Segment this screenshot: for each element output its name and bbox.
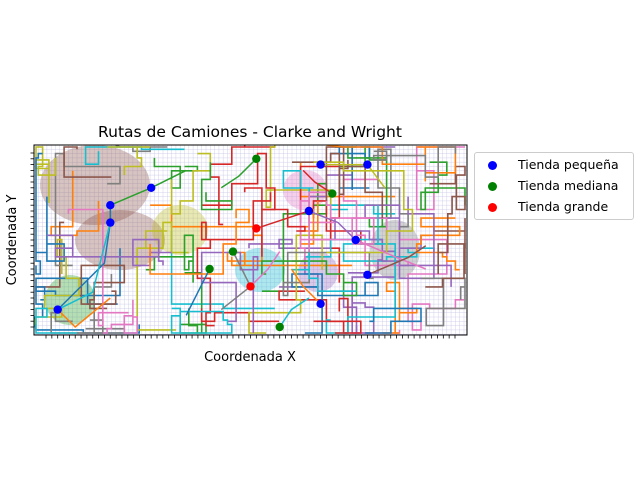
maze-route-path — [200, 162, 233, 211]
maze-route-path — [145, 221, 189, 254]
maze-route-path — [425, 243, 465, 288]
maze-route-path — [107, 146, 151, 176]
legend-item-medium[interactable]: Tienda mediana — [475, 176, 633, 196]
maze-route-path — [67, 208, 129, 327]
truck-route — [367, 245, 427, 276]
truck-route — [279, 297, 310, 328]
maze-route-path — [292, 200, 310, 262]
maze-route-path — [300, 217, 388, 241]
store-small-point[interactable] — [316, 160, 325, 169]
maze-route-path — [170, 152, 212, 215]
cluster-region — [75, 210, 165, 270]
truck-route — [185, 268, 211, 316]
cluster-region — [40, 145, 150, 225]
maze-route-path — [243, 187, 306, 232]
maze-route-path — [364, 204, 452, 287]
store-small-point[interactable] — [304, 206, 314, 216]
maze-route-path — [46, 234, 164, 266]
store-small-point[interactable] — [53, 305, 62, 314]
store-medium-point[interactable] — [275, 322, 284, 332]
maze-route-path — [231, 256, 353, 267]
maze-route-path — [313, 320, 362, 334]
cluster-region — [152, 205, 208, 255]
maze-route-path — [170, 231, 275, 310]
maze-route-path — [77, 319, 104, 334]
store-small-point[interactable] — [316, 299, 325, 308]
maze-route-path — [102, 299, 138, 334]
tick-layer — [30, 152, 456, 339]
store-small-point[interactable] — [106, 218, 115, 227]
truck-route — [220, 158, 257, 189]
x-axis-label: Coordenada X — [204, 350, 296, 365]
maze-route-path — [35, 146, 57, 203]
maze-route-path — [325, 146, 349, 201]
maze-route-path — [342, 178, 409, 267]
truck-route — [57, 205, 112, 311]
maze-layer — [34, 145, 466, 334]
legend-marker-large — [488, 203, 497, 212]
store-small-point[interactable] — [363, 270, 372, 279]
truck-route — [290, 268, 322, 305]
legend-label-large: Tienda grande — [518, 199, 609, 214]
maze-route-path — [35, 152, 43, 275]
store-large-point[interactable] — [252, 224, 261, 233]
store-small-point[interactable] — [351, 235, 360, 245]
maze-route-path — [34, 307, 79, 334]
legend-marker-medium — [488, 182, 497, 191]
maze-route-path — [145, 234, 194, 283]
truck-route — [57, 222, 112, 311]
maze-route-path — [313, 161, 414, 254]
chart-title: Rutas de Camiones - Clarke and Wright — [98, 123, 402, 141]
truck-route — [302, 169, 333, 195]
maze-route-path — [132, 238, 172, 267]
maze-route-path — [170, 307, 233, 334]
maze-route-path — [291, 273, 379, 334]
truck-route — [308, 210, 357, 241]
store-medium-point[interactable] — [205, 264, 214, 274]
maze-route-path — [149, 208, 250, 275]
store-small-point[interactable] — [147, 183, 156, 192]
store-medium-point[interactable] — [252, 154, 261, 163]
maze-route-path — [415, 217, 461, 271]
maze-route-path — [282, 251, 374, 297]
legend-label-medium: Tienda mediana — [518, 178, 619, 193]
maze-route-path — [34, 238, 80, 326]
point-layer — [53, 154, 372, 332]
truck-route — [355, 239, 427, 270]
maze-route-path — [50, 170, 100, 237]
legend-item-large[interactable]: Tienda grande — [475, 197, 633, 217]
legend-label-small: Tienda pequeña — [518, 157, 619, 172]
store-large-point[interactable] — [246, 282, 255, 291]
legend-item-small[interactable]: Tienda pequeña — [475, 155, 633, 175]
truck-route — [57, 297, 111, 329]
maze-route-path — [372, 146, 457, 178]
truck-route — [249, 251, 281, 287]
maze-route-path — [312, 200, 378, 245]
plot-area — [34, 145, 467, 335]
truck-route — [256, 210, 310, 230]
maze-route-path — [80, 264, 126, 310]
maze-route-path — [365, 307, 422, 334]
maze-route-path — [36, 196, 65, 262]
maze-route-path — [429, 165, 466, 254]
maze-route-path — [63, 146, 112, 178]
store-medium-point[interactable] — [228, 247, 238, 256]
store-medium-point[interactable] — [328, 189, 337, 198]
legend: Tienda pequeña Tienda mediana Tienda gra… — [474, 152, 634, 220]
store-small-point[interactable] — [363, 160, 372, 169]
legend-marker-small — [488, 161, 497, 170]
store-small-point[interactable] — [106, 201, 115, 210]
maze-route-path — [179, 272, 207, 334]
y-axis-label: Coordenada Y — [5, 195, 20, 286]
maze-route-path — [347, 196, 435, 280]
maze-route-path — [308, 252, 357, 292]
